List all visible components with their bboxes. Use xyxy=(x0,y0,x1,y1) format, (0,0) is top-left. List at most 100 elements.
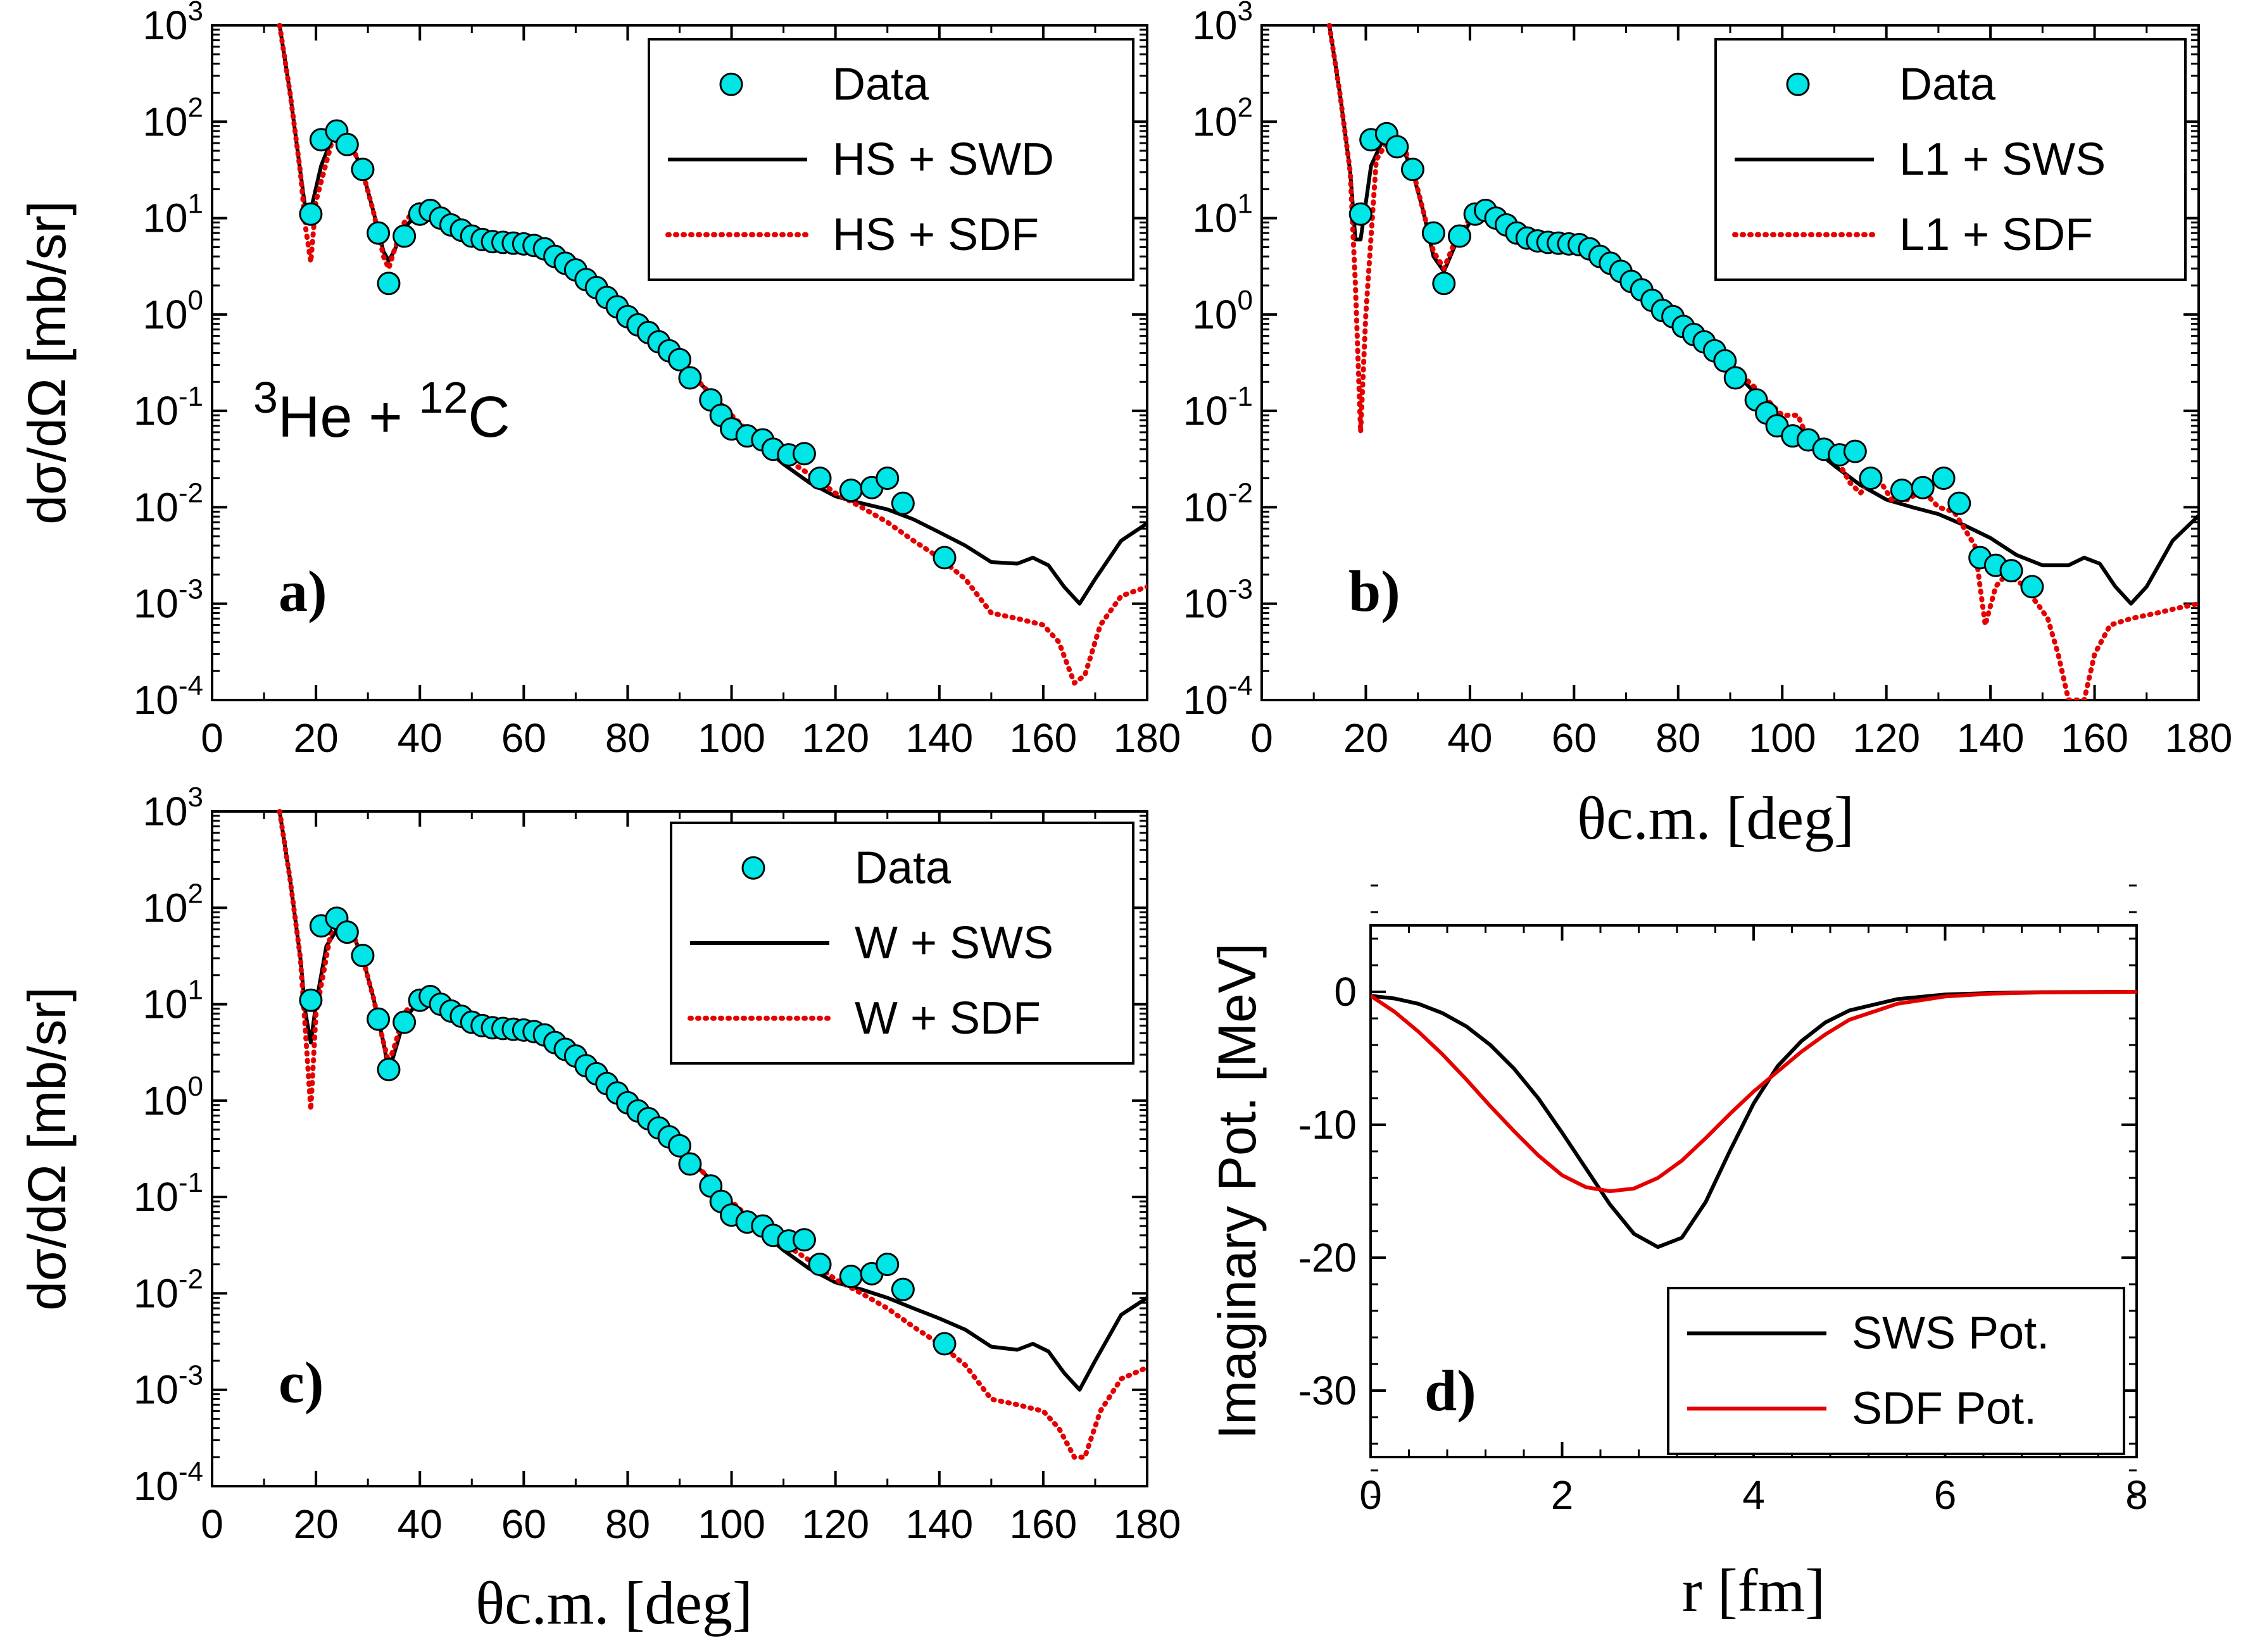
x-tick-label: 40 xyxy=(398,715,443,761)
x-tick-label: 20 xyxy=(294,1501,339,1547)
reaction-annotation: 3He + 12C xyxy=(253,373,510,449)
y-tick-label: 0 xyxy=(1334,969,1357,1015)
y-tick-label: 10-4 xyxy=(134,670,203,723)
x-tick-label: 100 xyxy=(1749,715,1816,761)
data-point xyxy=(1859,466,1883,491)
series-group-a xyxy=(277,23,1147,686)
y-tick-label: -20 xyxy=(1298,1235,1357,1280)
y-tick-base: 10 xyxy=(142,1078,187,1123)
data-point xyxy=(891,491,915,515)
data-point xyxy=(678,366,702,390)
y-tick-exp: 0 xyxy=(188,1071,203,1102)
data-point xyxy=(1843,439,1867,463)
x-tick-label: 80 xyxy=(605,1501,650,1547)
data-point xyxy=(668,1134,691,1158)
y-tick-label: 10-2 xyxy=(134,1263,203,1316)
x-tick-label: 0 xyxy=(1250,715,1273,761)
data-point xyxy=(393,224,417,248)
data-point xyxy=(377,272,401,296)
y-tick-base: 10 xyxy=(142,99,187,144)
x-tick-label: 120 xyxy=(1852,715,1920,761)
data-point xyxy=(1723,366,1747,390)
y-tick-label: -10 xyxy=(1298,1102,1357,1148)
y-tick-exp: 3 xyxy=(188,0,203,27)
y-tick-label: 10-1 xyxy=(134,381,203,434)
data-point xyxy=(891,1277,915,1301)
y-tick-exp: -2 xyxy=(179,1263,203,1294)
panel-label: a) xyxy=(279,559,327,623)
legend-marker xyxy=(719,72,743,96)
x-tick-label: 120 xyxy=(801,715,869,761)
legend-marker xyxy=(1786,72,1810,96)
data-point xyxy=(792,442,816,466)
x-tick-label: 0 xyxy=(201,1501,223,1547)
y-tick-exp: 2 xyxy=(188,92,203,123)
x-tick-label: 20 xyxy=(1343,715,1388,761)
y-tick-label: 100 xyxy=(1192,285,1253,337)
x-axis-label: θc.m. [deg] xyxy=(1577,784,1854,852)
x-tick-label: 160 xyxy=(2061,715,2128,761)
x-tick-label: 100 xyxy=(698,1501,765,1547)
y-tick-base: 10 xyxy=(142,196,187,241)
y-tick-base: 10 xyxy=(134,484,179,530)
legend-label: HS + SWD xyxy=(832,134,1054,185)
y-tick-exp: 2 xyxy=(188,878,203,909)
panel-c: 0 20 40 60 80 100 120 140 160 18010310210110010-1… xyxy=(17,782,1181,1637)
x-tick-label: 40 xyxy=(398,1501,443,1547)
x-tick-label: 140 xyxy=(905,715,973,761)
data-point xyxy=(335,920,359,944)
y-tick-base: 10 xyxy=(1192,196,1237,241)
data-point xyxy=(668,347,691,372)
x-tick-label: 60 xyxy=(1552,715,1597,761)
data-point xyxy=(1421,221,1445,245)
y-tick-base: 10 xyxy=(134,581,179,627)
y-tick-label: 10-2 xyxy=(1183,477,1253,530)
x-tick-label: 4 xyxy=(1742,1472,1765,1518)
data-point xyxy=(367,221,391,245)
legend-label: Data xyxy=(855,842,952,893)
x-tick-label: 160 xyxy=(1009,1501,1077,1547)
series-line-sdf-pot xyxy=(1371,990,2137,1193)
data-point xyxy=(2020,575,2044,599)
data-point xyxy=(876,466,900,491)
y-tick-label: 101 xyxy=(142,975,203,1027)
x-tick-label: 100 xyxy=(698,715,765,761)
data-point xyxy=(876,1253,900,1277)
x-tick-label: 160 xyxy=(1009,715,1077,761)
x-tick-label: 20 xyxy=(294,715,339,761)
data-point xyxy=(299,202,323,226)
data-point xyxy=(1911,475,1935,499)
legend-label: W + SDF xyxy=(855,993,1041,1044)
legend-label: Data xyxy=(832,59,929,110)
data-point xyxy=(808,466,832,491)
legend-label: L1 + SDF xyxy=(1899,210,2093,260)
series-group-b xyxy=(1326,23,2199,700)
y-tick-exp: 1 xyxy=(188,189,203,220)
y-tick-base: 10 xyxy=(134,1367,179,1413)
y-tick-label: 10-3 xyxy=(134,574,203,627)
panel-d: 0 2 4 6 8 0 -10 -20 -30 SWS Pot. SDF Pot. d) Imagina… xyxy=(1207,884,2148,1624)
series-line-sws-pot xyxy=(1371,990,2137,1249)
y-tick-base: 10 xyxy=(1183,581,1228,627)
y-tick-exp: -4 xyxy=(179,1456,203,1487)
x-tick-label: 80 xyxy=(1656,715,1700,761)
y-tick-exp: -1 xyxy=(1228,381,1253,412)
panel-b: 0 20 40 60 80 100 120 140 160 18010310210110010-1… xyxy=(1183,0,2233,852)
data-point xyxy=(1947,491,1971,515)
x-tick-label: 180 xyxy=(2165,715,2233,761)
y-tick-base: 10 xyxy=(142,789,187,834)
data-point xyxy=(933,1332,957,1356)
y-tick-label: -30 xyxy=(1298,1368,1357,1413)
legend-label: SWS Pot. xyxy=(1852,1308,2049,1358)
y-tick-exp: -1 xyxy=(179,381,203,412)
x-tick-label: 0 xyxy=(1359,1472,1382,1518)
y-tick-base: 10 xyxy=(1192,292,1237,337)
y-tick-base: 10 xyxy=(142,885,187,930)
y-axis-label: dσ/dΩ [mb/sr] xyxy=(17,987,77,1310)
y-tick-exp: -4 xyxy=(1228,670,1253,701)
data-point xyxy=(933,546,957,570)
y-tick-exp: -2 xyxy=(179,477,203,508)
y-tick-base: 10 xyxy=(142,982,187,1027)
y-tick-exp: -3 xyxy=(179,1360,203,1391)
